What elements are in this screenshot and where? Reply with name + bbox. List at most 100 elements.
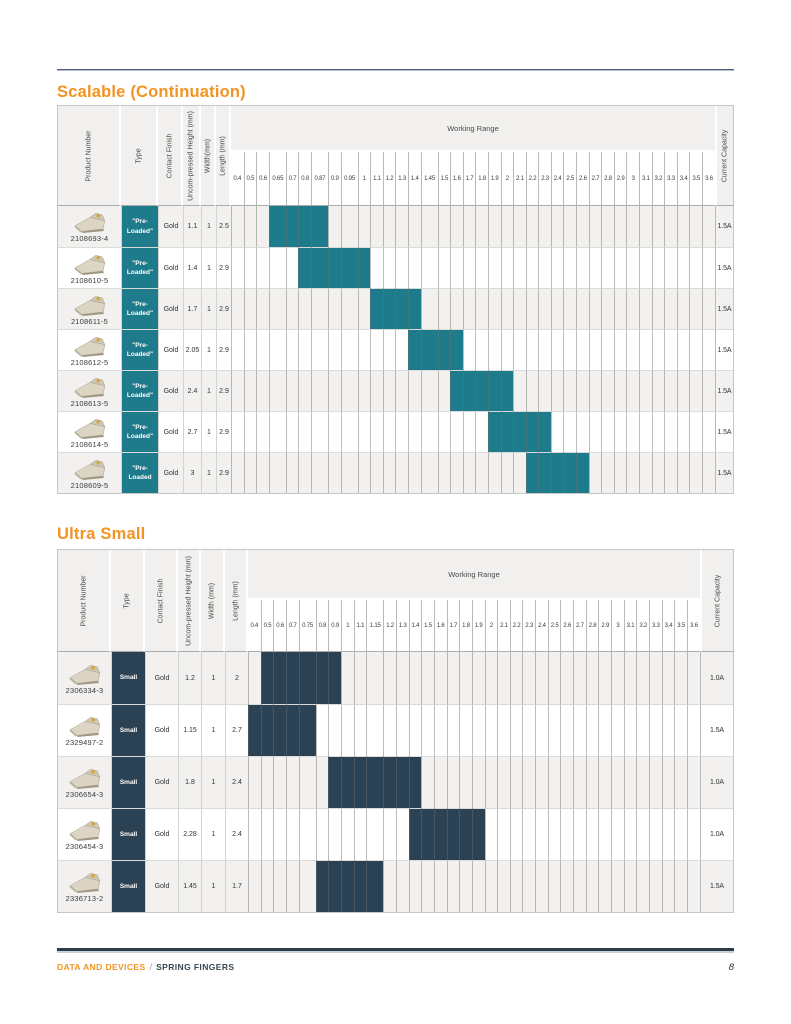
working-range-cell [639,452,652,493]
width-cell: 1 [201,704,225,756]
working-range-fill-cell [340,247,358,288]
working-range-cell [471,860,485,912]
working-range-cell [459,652,472,704]
working-range-cell [550,329,564,370]
working-range-tick: 1 [357,152,371,206]
spring-finger-icon [68,769,100,789]
working-range-fill-cell [383,756,396,808]
working-range-cell [315,808,329,860]
working-range-cell [328,704,341,756]
working-range-cell [651,370,665,411]
working-range-cell [573,652,586,704]
product-row: 2108610-5 "Pre-Loaded" Gold 1.4 1 2.9 1.5A [58,247,733,288]
working-range-cell [636,808,650,860]
working-range-cell [231,288,244,329]
working-range-cell [626,370,640,411]
working-range-cell [497,652,510,704]
working-range-cell [585,808,599,860]
working-range-cell [340,452,358,493]
working-range-cell [689,370,702,411]
working-range-fill-cell [395,288,408,329]
working-range-cell [687,652,700,704]
working-range-cell [273,860,286,912]
uncompressed-height-cell: 1.4 [183,247,201,288]
working-range-cell [676,247,690,288]
working-range-cell [651,247,665,288]
working-range-cell [231,452,244,493]
working-range-cell [613,452,627,493]
working-range-cell [420,247,438,288]
working-range-cell [563,288,577,329]
working-range-cell [256,329,269,370]
working-range-cell [573,808,586,860]
column-header-label: Width (mm) [208,582,216,619]
type-cell: "Pre-Loaded" [121,247,158,288]
width-cell: 1 [201,206,216,247]
uncompressed-height-cell: 1.2 [178,652,201,704]
working-range-cell [522,860,536,912]
contact-finish-cell: Gold [158,247,183,288]
working-range-cell [487,206,501,247]
working-range-cell [522,808,536,860]
working-range-fill-cell [298,206,311,247]
working-range-tick: 1.6 [450,152,463,206]
working-range-cell [651,288,665,329]
working-range-cell [639,288,652,329]
working-range-cell [547,860,561,912]
working-range-cell [513,288,526,329]
working-range-cell [248,860,261,912]
working-range-cell [437,288,451,329]
working-range-cell [243,411,257,452]
uncompressed-height-cell: 2.05 [183,329,201,370]
working-range-cell [437,247,451,288]
working-range-cell [475,411,488,452]
working-range-cell [353,652,367,704]
working-range-cell [433,704,447,756]
working-range-cell [522,756,536,808]
length-cell: 2.5 [216,206,231,247]
product-cell: 2108693-4 [58,206,121,247]
working-range-cell [285,370,299,411]
working-range-cell [370,329,383,370]
type-cell: Small [111,860,145,912]
working-range-cell [535,652,548,704]
contact-finish-cell: Gold [158,288,183,329]
column-header-label: Contact Finish [157,578,164,623]
working-range-cell [661,808,675,860]
working-range-cell [421,756,434,808]
column-header-label: Length (mm) [219,135,226,176]
working-range-cell [256,370,269,411]
working-range-tick: 0.65 [268,152,286,206]
working-range-cell [550,247,564,288]
working-range-cell [327,452,341,493]
length-cell: 2.9 [216,411,231,452]
working-range-cell [310,329,328,370]
product-cell: 2329497-2 [58,704,111,756]
working-range-cell [500,288,514,329]
working-range-cell [598,860,612,912]
length-cell: 2.4 [225,756,248,808]
working-range-cell [340,288,358,329]
working-range-cell [382,452,396,493]
working-range-fill-cell [538,411,551,452]
working-range-cell [563,329,577,370]
working-range-cell [382,370,396,411]
working-range-cell [487,452,501,493]
footer-category: DATA AND DEVICES [57,962,146,972]
working-range-cell [598,756,612,808]
column-header-label: Type [123,592,131,609]
working-range-cell [538,247,551,288]
working-range-cell [382,329,396,370]
working-range-cell [484,704,498,756]
working-range-cell [547,808,561,860]
working-range-cell [407,370,421,411]
working-range-cell [525,329,539,370]
working-range-cell [613,329,627,370]
working-range-cell [248,652,261,704]
working-range-cell [459,704,472,756]
working-range-cell [382,247,396,288]
working-range-tick: 0.4 [248,600,261,652]
working-range-cell [576,370,589,411]
working-range-cell [268,370,286,411]
working-range-cell [408,652,422,704]
